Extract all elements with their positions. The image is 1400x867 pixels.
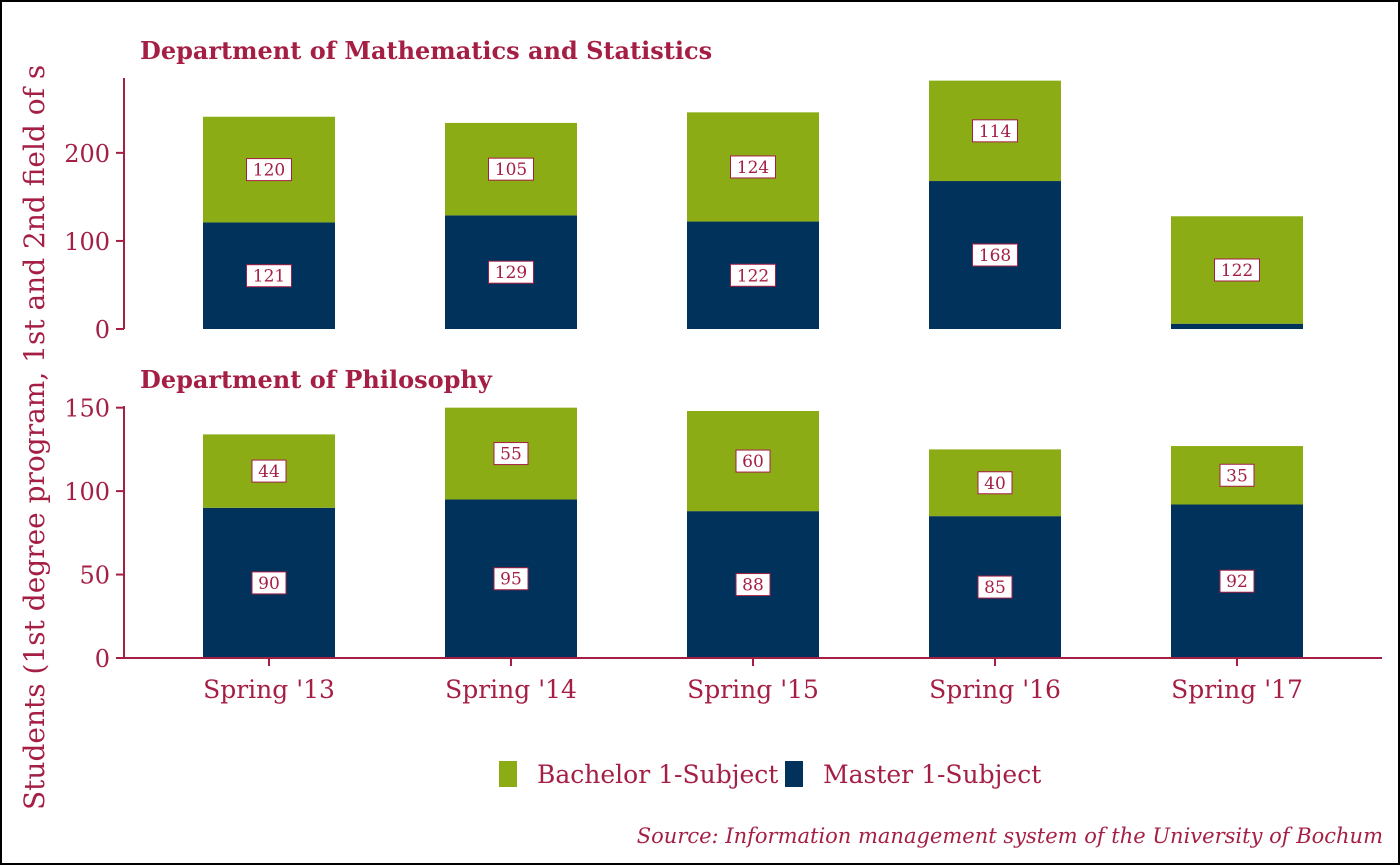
- data-label: 120: [253, 161, 285, 181]
- data-label: 88: [742, 576, 764, 596]
- legend-swatch: [785, 761, 803, 787]
- x-tick-label: Spring '15: [687, 675, 819, 704]
- data-label-box: [735, 573, 771, 597]
- data-label-box: [488, 157, 534, 181]
- data-label-box: [251, 571, 287, 595]
- x-tick-label: Spring '14: [445, 675, 577, 704]
- y-tick-label: 100: [64, 478, 110, 506]
- data-label: 44: [258, 462, 280, 482]
- data-label: 105: [495, 160, 527, 180]
- data-label: 85: [984, 578, 1006, 598]
- data-label-box: [1214, 258, 1260, 282]
- data-label: 90: [258, 574, 280, 594]
- data-label: 55: [500, 445, 522, 465]
- data-label: 122: [737, 266, 769, 286]
- legend-label: Bachelor 1-Subject: [537, 760, 778, 789]
- y-axis-label: Students (1st degree program, 1st and 2n…: [18, 65, 51, 810]
- data-label: 95: [500, 570, 522, 590]
- y-tick-label: 0: [95, 645, 110, 673]
- data-label: 60: [742, 452, 764, 472]
- bar-segment: [1171, 323, 1303, 329]
- data-label: 40: [984, 474, 1006, 494]
- data-label: 168: [979, 246, 1011, 266]
- data-label-box: [246, 158, 292, 182]
- data-label: 92: [1226, 572, 1248, 592]
- data-label-box: [493, 567, 529, 591]
- data-label-box: [977, 575, 1013, 599]
- data-label-box: [730, 155, 776, 179]
- y-tick-label: 50: [79, 562, 110, 590]
- data-label-box: [1219, 463, 1255, 487]
- data-label: 121: [253, 267, 285, 287]
- y-tick-label: 200: [64, 140, 110, 168]
- legend-swatch: [499, 761, 517, 787]
- x-tick-label: Spring '17: [1171, 675, 1303, 704]
- data-label-box: [972, 243, 1018, 267]
- y-tick-label: 0: [95, 316, 110, 344]
- y-tick-label: 150: [64, 395, 110, 423]
- data-label-box: [730, 263, 776, 287]
- data-label: 122: [1221, 261, 1253, 281]
- data-label-box: [488, 260, 534, 284]
- data-label-box: [493, 442, 529, 466]
- y-tick-label: 100: [64, 228, 110, 256]
- x-tick-label: Spring '16: [929, 675, 1061, 704]
- data-label: 114: [979, 122, 1011, 142]
- source-caption: Source: Information management system of…: [637, 824, 1383, 848]
- legend-label: Master 1-Subject: [823, 760, 1041, 789]
- x-tick-label: Spring '13: [203, 675, 335, 704]
- data-label-box: [977, 471, 1013, 495]
- data-label-box: [1219, 569, 1255, 593]
- data-label-box: [972, 119, 1018, 143]
- data-label: 129: [495, 263, 527, 283]
- data-label: 35: [1226, 466, 1248, 486]
- data-label-box: [246, 264, 292, 288]
- data-label-box: [735, 449, 771, 473]
- panel-title: Department of Philosophy: [140, 365, 493, 394]
- data-label: 124: [737, 158, 769, 178]
- panel-title: Department of Mathematics and Statistics: [140, 36, 712, 65]
- data-label-box: [251, 459, 287, 483]
